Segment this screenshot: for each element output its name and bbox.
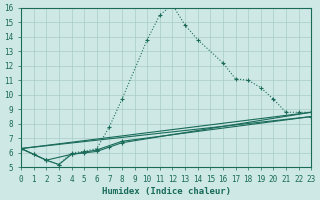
- X-axis label: Humidex (Indice chaleur): Humidex (Indice chaleur): [102, 187, 231, 196]
